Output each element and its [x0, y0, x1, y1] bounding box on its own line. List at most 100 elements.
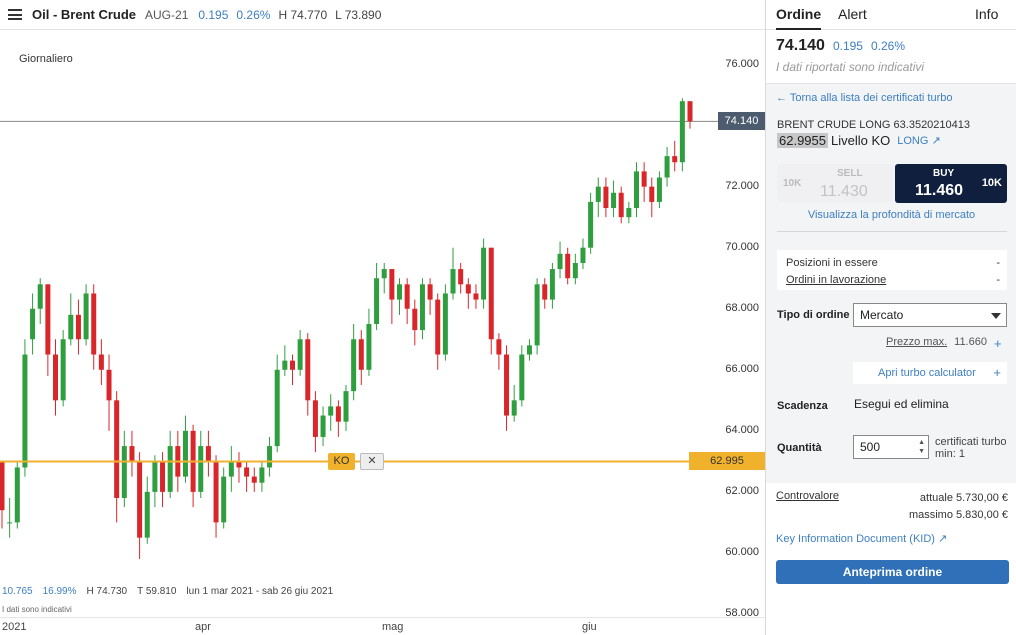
candle	[75, 299, 81, 355]
candle-body	[427, 284, 433, 300]
candle	[504, 345, 510, 431]
quantity-unit: certificati turbo	[935, 436, 1007, 448]
instrument-name: Oil - Brent Crude	[32, 7, 137, 22]
candle	[335, 400, 341, 437]
candle-body	[595, 186, 601, 202]
tab-alert[interactable]: Alert	[838, 6, 867, 22]
orders-row[interactable]: Ordini in lavorazione -	[786, 274, 1000, 286]
ko-level-tag[interactable]: 62.995	[689, 452, 765, 471]
candle	[496, 333, 502, 370]
candle-body	[274, 369, 280, 447]
candle-body	[244, 467, 250, 477]
quantity-stepper[interactable]: 500 ▲ ▼	[853, 435, 929, 459]
max-price-label[interactable]: Prezzo max.	[886, 336, 948, 348]
ko-chip[interactable]: KO	[328, 453, 355, 471]
sell-price: 11.430	[820, 183, 868, 200]
ko-close-button[interactable]: ✕	[360, 453, 384, 471]
candle	[672, 140, 678, 172]
candle	[381, 262, 387, 294]
ko-info: 62.9955 Livello KO LONG ↗	[777, 133, 941, 148]
y-tick-label: 72.000	[725, 179, 759, 192]
candle	[679, 98, 685, 172]
candle-body	[228, 461, 234, 477]
tab-info[interactable]: Info	[975, 6, 999, 22]
chevron-down-icon	[991, 313, 1001, 319]
candle-body	[160, 461, 166, 492]
candle	[442, 284, 448, 361]
candle-body	[351, 339, 357, 392]
candle	[152, 455, 158, 508]
y-tick-label: 58.000	[725, 606, 759, 619]
candle-body	[397, 284, 403, 300]
candle	[160, 452, 166, 508]
order-type-select[interactable]: Mercato	[853, 303, 1007, 327]
candle	[603, 177, 609, 218]
plus-icon[interactable]: +	[993, 336, 1002, 351]
candle-body	[450, 269, 456, 294]
candle-body	[572, 262, 578, 279]
candle	[30, 293, 36, 355]
back-to-list-link[interactable]: ← Torna alla lista dei certificati turbo	[776, 92, 953, 104]
candle	[626, 201, 632, 224]
candle-body	[198, 446, 204, 492]
candle	[167, 430, 173, 498]
candle-body	[320, 415, 326, 437]
candle-body	[664, 156, 670, 178]
sell-button[interactable]: 10K SELL 11.430	[777, 164, 893, 202]
y-tick-label: 68.000	[725, 301, 759, 314]
candle-body	[91, 293, 97, 355]
candle-body	[549, 269, 555, 300]
candlestick-chart[interactable]	[0, 31, 765, 635]
candle	[511, 385, 517, 422]
candle-body	[37, 284, 43, 309]
max-price-value: 11.660	[954, 336, 987, 348]
candle-body	[182, 430, 188, 477]
candle	[144, 476, 150, 544]
candle	[98, 339, 104, 386]
sell-qty: 10K	[783, 178, 802, 189]
buy-button[interactable]: BUY 11.460 10K	[895, 164, 1007, 203]
candle-body	[481, 247, 487, 300]
candle-body	[75, 314, 81, 340]
tab-ordine[interactable]: Ordine	[776, 6, 822, 30]
candle-body	[251, 476, 257, 483]
candle-body	[152, 461, 158, 492]
candle-body	[374, 278, 380, 324]
y-tick-label: 64.000	[725, 423, 759, 436]
candle-body	[68, 314, 74, 340]
candle-body	[442, 293, 448, 355]
preview-order-button[interactable]: Anteprima ordine	[776, 560, 1009, 584]
candle-body	[305, 339, 311, 401]
orders-label[interactable]: Ordini in lavorazione	[786, 274, 887, 286]
expiry-value[interactable]: Esegui ed elimina	[854, 397, 949, 411]
positions-row: Posizioni in essere -	[786, 257, 1000, 269]
positions-box: Posizioni in essere - Ordini in lavorazi…	[777, 250, 1007, 290]
controvalore-values: attuale 5.730,00 € massimo 5.830,00 €	[909, 490, 1008, 524]
candle	[366, 308, 372, 376]
controvalore-label[interactable]: Controvalore	[776, 490, 839, 502]
kid-link[interactable]: Key Information Document (KID) ↗	[776, 532, 947, 545]
turbo-calculator-button[interactable]: Apri turbo calculator +	[853, 362, 1007, 384]
candle	[244, 461, 250, 492]
long-link[interactable]: LONG ↗	[897, 135, 941, 147]
candle	[312, 391, 318, 453]
candle-body	[404, 284, 410, 309]
plus-icon: +	[993, 365, 1001, 380]
candle	[557, 241, 563, 279]
market-depth-link[interactable]: Visualizza la profondità di mercato	[807, 209, 976, 221]
quantity-label: Quantità	[777, 442, 822, 454]
x-tick-2021: 2021	[2, 621, 27, 633]
candle-body	[289, 360, 295, 370]
candle-body	[534, 284, 540, 346]
candle	[45, 284, 51, 376]
max-price-row: Prezzo max. 11.660 +	[886, 336, 1002, 351]
menu-icon[interactable]	[8, 9, 22, 20]
candle-body	[205, 446, 211, 462]
price-chart[interactable]: Giornaliero 76.00074.00072.00070.00068.0…	[0, 31, 765, 635]
candle	[297, 330, 303, 376]
candle-body	[465, 284, 471, 294]
candle-body	[626, 208, 632, 218]
arrow-left-icon: ←	[776, 92, 790, 104]
candle	[137, 452, 143, 560]
spinner-arrows-icon[interactable]: ▲ ▼	[918, 439, 925, 455]
